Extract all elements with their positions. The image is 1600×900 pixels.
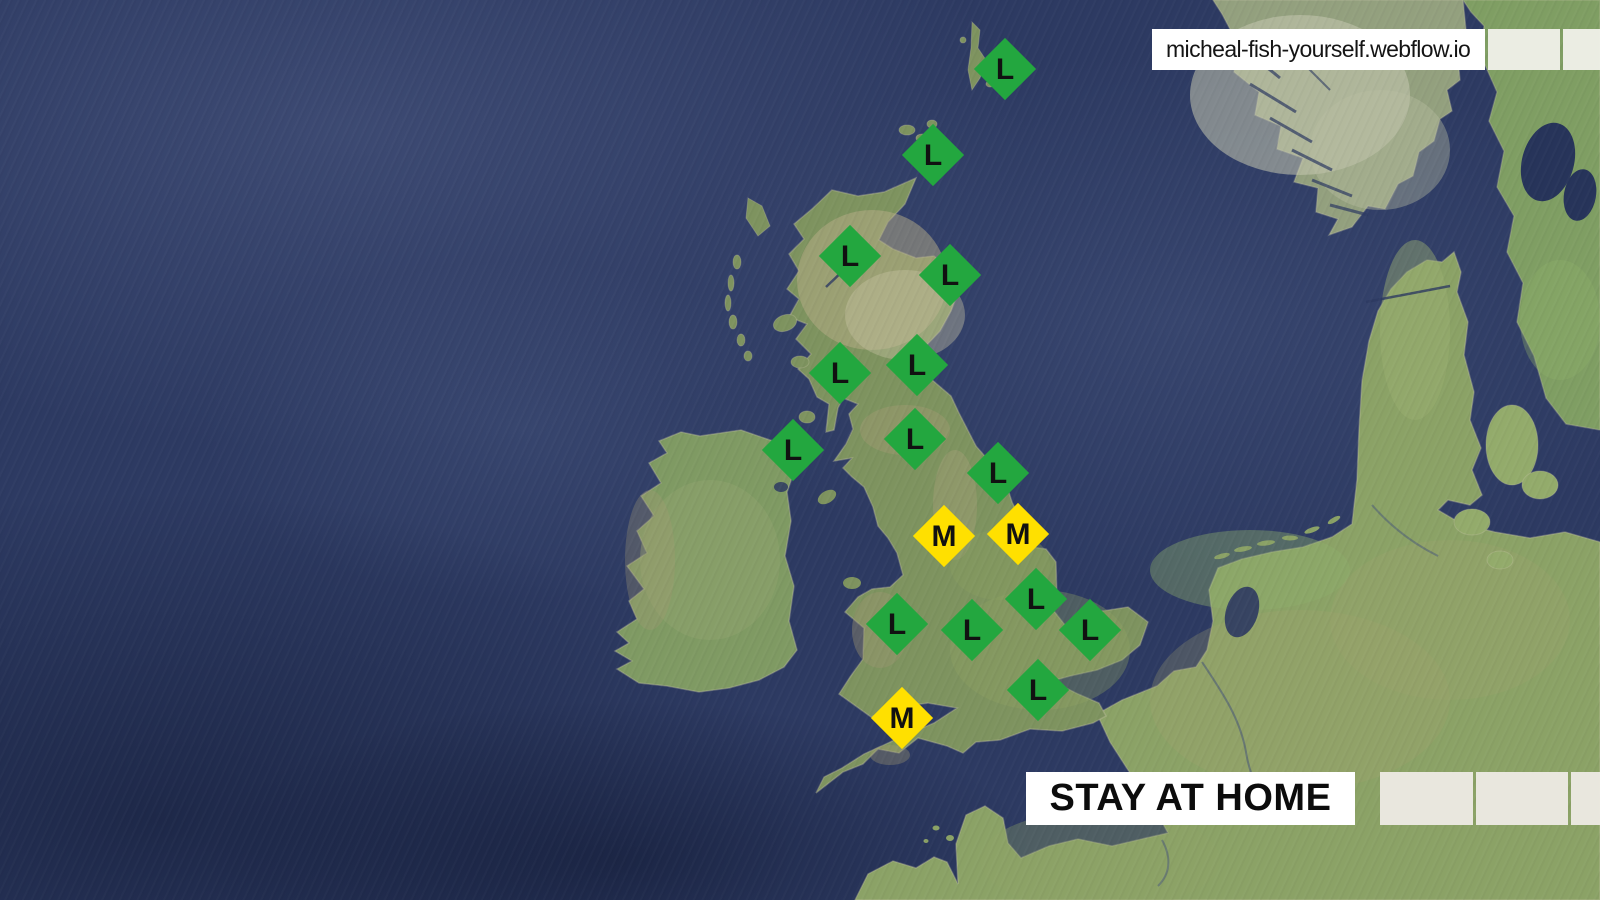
channel-islands [923, 825, 954, 843]
address-banner-segment-1 [1488, 29, 1560, 70]
risk-level-letter: L [1080, 614, 1100, 647]
risk-level-letter: L [962, 614, 982, 647]
frisian-islands [1214, 515, 1341, 560]
risk-level-letter: L [923, 139, 943, 172]
address-bar: micheal-fish-yourself.webflow.io [1152, 29, 1485, 70]
risk-level-letter: L [783, 434, 803, 467]
risk-level-letter: L [830, 357, 850, 390]
risk-level-letter: L [1026, 583, 1046, 616]
banner-gap [1355, 772, 1380, 825]
message-banner-segment-2 [1476, 772, 1568, 825]
ireland-landmass [613, 429, 802, 693]
risk-level-letter: L [840, 240, 860, 273]
stay-at-home-banner: STAY AT HOME [1026, 772, 1355, 825]
risk-level-letter: L [995, 53, 1015, 86]
risk-level-letter: M [1005, 518, 1031, 551]
address-banner-segment-2 [1563, 29, 1600, 70]
message-banner-segment-1 [1380, 772, 1473, 825]
sweden-landmass [1462, 0, 1600, 431]
irish-sea-islands [817, 489, 861, 589]
address-url-text: micheal-fish-yourself.webflow.io [1166, 36, 1471, 62]
risk-level-letter: L [988, 457, 1008, 490]
risk-level-letter: L [940, 259, 960, 292]
address-banner: micheal-fish-yourself.webflow.io [1152, 29, 1600, 70]
risk-level-letter: L [887, 608, 907, 641]
message-banner-segment-3 [1571, 772, 1600, 825]
risk-level-letter: L [1028, 674, 1048, 707]
risk-level-letter: L [907, 349, 927, 382]
risk-level-letter: M [889, 702, 915, 735]
continental-europe-landmass [854, 240, 1600, 900]
message-banner: STAY AT HOME [1026, 772, 1600, 825]
danish-islands [1453, 404, 1559, 570]
stay-at-home-text: STAY AT HOME [1049, 777, 1332, 819]
risk-level-letter: L [905, 423, 925, 456]
risk-level-letter: M [931, 520, 957, 553]
